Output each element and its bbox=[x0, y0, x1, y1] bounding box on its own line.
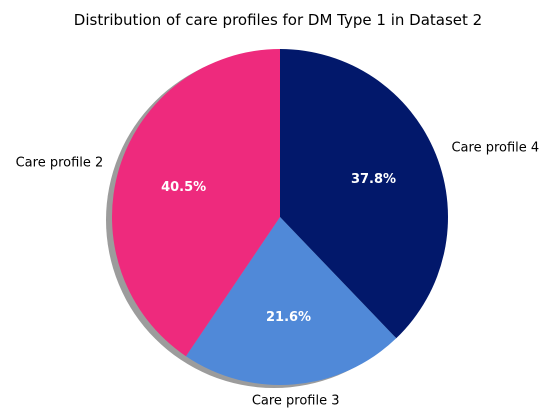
pie-value-label: 40.5% bbox=[161, 180, 206, 195]
pie-slice-care-profile-4 bbox=[280, 49, 448, 339]
pie-value-label: 21.6% bbox=[266, 310, 311, 325]
pie-labels: 37.8% Care profile 4 21.6% Care profile 3 40… bbox=[16, 141, 540, 409]
pie-slices bbox=[112, 49, 448, 386]
pie-value-label: 37.8% bbox=[351, 172, 396, 187]
chart-title: Distribution of care profiles for DM Typ… bbox=[74, 11, 482, 29]
pie-category-label: Care profile 4 bbox=[451, 141, 539, 156]
pie-category-label: Care profile 3 bbox=[252, 394, 340, 409]
pie-slice-care-profile-2 bbox=[112, 49, 280, 357]
pie-slice-care-profile-3 bbox=[185, 217, 397, 386]
pie-category-label: Care profile 2 bbox=[16, 155, 104, 170]
